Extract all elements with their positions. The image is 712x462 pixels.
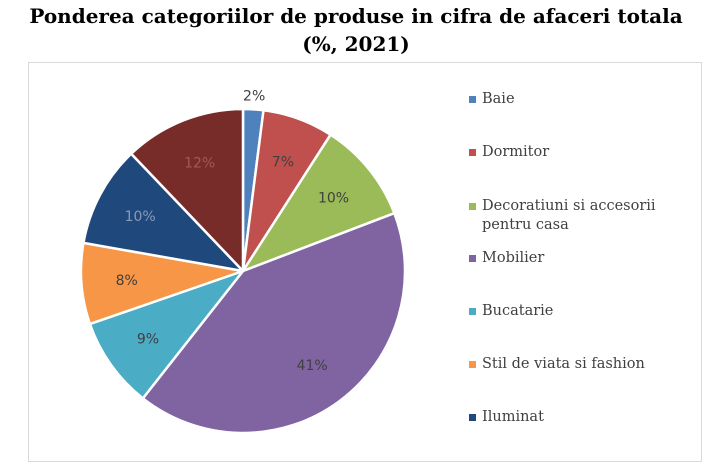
- pie-chart: 2% 7% 10% 41% 9% 8% 10% 12%: [79, 88, 407, 435]
- legend-label: Iluminat: [482, 409, 544, 425]
- pie-slice-3: [141, 211, 407, 435]
- legend-item: Mobilier: [469, 249, 682, 268]
- legend-label: Stil de viata si fashion: [482, 356, 645, 372]
- legend-swatch: [469, 414, 476, 421]
- pie-data-label-0: 2%: [243, 88, 265, 104]
- legend-swatch: [469, 308, 476, 315]
- legend-swatch: [469, 361, 476, 368]
- legend-label: Decoratiuni si accesorii pentru casa: [482, 198, 656, 233]
- pie-data-label-4: 9%: [137, 332, 159, 348]
- legend-item: Bucatarie: [469, 302, 682, 321]
- pie-data-label-5: 8%: [116, 273, 138, 289]
- legend-item: Dormitor: [469, 143, 682, 162]
- pie-data-label-6: 10%: [125, 209, 156, 225]
- legend-swatch: [469, 255, 476, 262]
- legend-swatch: [469, 96, 476, 103]
- pie-slice-7: [129, 107, 245, 273]
- legend-label: Mobilier: [482, 250, 545, 266]
- legend-item: Decoratiuni si accesorii pentru casa: [469, 197, 682, 235]
- pie-slice-4: [88, 269, 245, 400]
- legend-label: Bucatarie: [482, 303, 554, 319]
- chart-title-line2: (%, 2021): [302, 32, 410, 56]
- legend-item: Stil de viata si fashion: [469, 355, 682, 374]
- pie-data-label-2: 10%: [318, 190, 349, 206]
- legend-swatch: [469, 203, 476, 210]
- chart-title-line1: Ponderea categoriilor de produse in cifr…: [29, 4, 683, 28]
- legend-label: Baie: [482, 91, 515, 107]
- pie-slice-6: [82, 152, 245, 273]
- pie-slice-2: [241, 133, 396, 273]
- pie-data-label-7: 12%: [184, 156, 215, 172]
- chart-title: Ponderea categoriilor de produse in cifr…: [0, 2, 712, 58]
- legend-item: Baie: [469, 90, 682, 109]
- legend-label: Dormitor: [482, 144, 550, 160]
- legend-item: Iluminat: [469, 408, 682, 427]
- pie-data-label-3: 41%: [297, 358, 328, 374]
- legend-swatch: [469, 149, 476, 156]
- pie-data-label-1: 7%: [272, 154, 294, 170]
